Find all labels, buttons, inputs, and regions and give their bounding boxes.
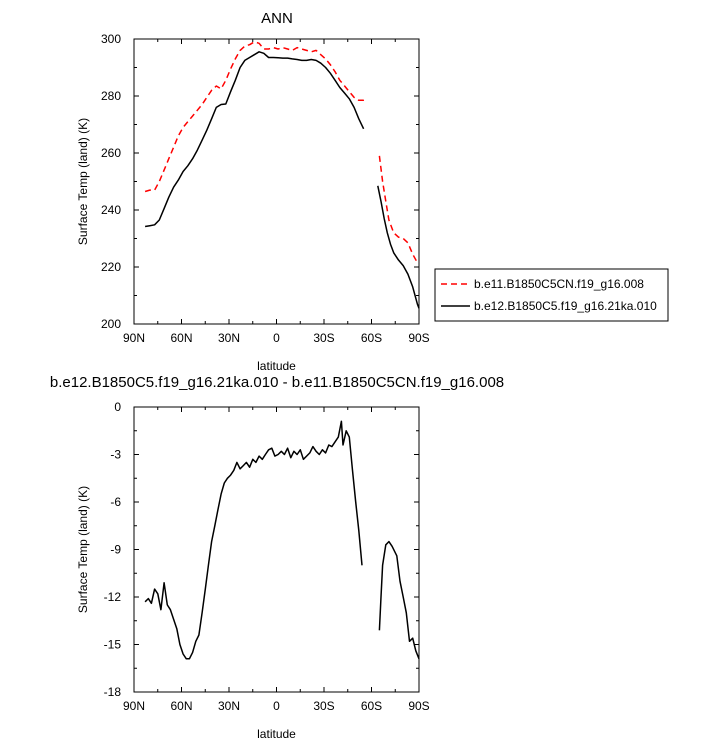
bottom-chart-panel: b.e12.B1850C5.f19_g16.21ka.010 - b.e11.B…: [50, 374, 504, 741]
top-chart-x-tick-label: 60N: [170, 331, 192, 345]
top-chart-y-tick-label: 240: [101, 203, 121, 217]
bottom-chart-x-tick-label: 90S: [408, 699, 429, 713]
bottom-chart-y-tick-label: -3: [110, 448, 121, 462]
top-chart-series-1-line: [144, 41, 368, 193]
top-chart-panel: ANN 90N 60N 30N 0 30S 60S 90S 200 220 240 260 280 30…: [76, 10, 430, 373]
top-chart-y-tick-label: 220: [101, 260, 121, 274]
bottom-chart-plot-area: [144, 420, 420, 660]
bottom-chart-frame: [133, 406, 420, 693]
top-chart-frame: [133, 38, 420, 325]
top-chart-x-tick-label: 0: [273, 331, 280, 345]
top-chart-title: ANN: [261, 10, 293, 27]
bottom-chart-x-tick-label: 60S: [361, 699, 382, 713]
top-chart-y-tick-label: 260: [101, 146, 121, 160]
legend-box: [434, 268, 669, 322]
bottom-chart-y-tick-label: -6: [110, 495, 121, 509]
bottom-chart-series-1-line: [144, 420, 363, 660]
bottom-chart-y-tick-label: -18: [104, 685, 122, 699]
bottom-chart-x-tick-label: 30S: [313, 699, 334, 713]
legend-label-series-2: b.e12.B1850C5.f19_g16.21ka.010: [474, 299, 657, 313]
legend-label-series-1: b.e11.B1850C5CN.f19_g16.008: [474, 277, 644, 291]
bottom-chart-x-axis-label: latitude: [257, 727, 296, 741]
top-chart-x-axis-label: latitude: [257, 359, 296, 373]
top-chart-y-tick-label: 200: [101, 317, 121, 331]
top-chart-x-tick-label: 90N: [123, 331, 145, 345]
bottom-chart-x-tick-label: 0: [273, 699, 280, 713]
bottom-chart-y-tick-label: -9: [110, 543, 121, 557]
top-chart-x-tick-label: 30S: [313, 331, 334, 345]
top-chart-y-tick-label: 300: [101, 32, 121, 46]
bottom-chart-series-1-line: [378, 540, 420, 660]
bottom-chart-title: b.e12.B1850C5.f19_g16.21ka.010 - b.e11.B…: [50, 374, 504, 391]
bottom-chart-axes: 90N 60N 30N 0 30S 60S 90S 0 -3 -6 -9 -12 -15 -18: [104, 400, 430, 713]
bottom-chart-y-tick-label: -12: [104, 590, 122, 604]
top-chart-x-tick-label: 90S: [408, 331, 429, 345]
bottom-chart-y-axis-label: Surface Temp (land) (K): [76, 486, 90, 613]
bottom-chart-x-tick-label: 90N: [123, 699, 145, 713]
top-chart-x-tick-label: 30N: [218, 331, 240, 345]
top-chart-series-1-line: [378, 155, 419, 264]
bottom-chart-y-tick-label: 0: [114, 400, 121, 414]
top-chart-series-2-line: [377, 185, 420, 309]
top-chart-x-tick-label: 60S: [361, 331, 382, 345]
bottom-chart-x-tick-label: 30N: [218, 699, 240, 713]
bottom-chart-y-tick-label: -15: [104, 638, 122, 652]
chart-legend: b.e11.B1850C5CN.f19_g16.008 b.e12.B1850C…: [434, 268, 669, 322]
bottom-chart-x-tick-label: 60N: [170, 699, 192, 713]
top-chart-series-2-line: [144, 51, 365, 228]
top-chart-y-axis-label: Surface Temp (land) (K): [76, 118, 90, 245]
top-chart-y-tick-label: 280: [101, 89, 121, 103]
top-chart-plot-area: [144, 41, 420, 309]
top-chart-axes: 90N 60N 30N 0 30S 60S 90S 200 220 240 260 280 300: [101, 32, 430, 345]
